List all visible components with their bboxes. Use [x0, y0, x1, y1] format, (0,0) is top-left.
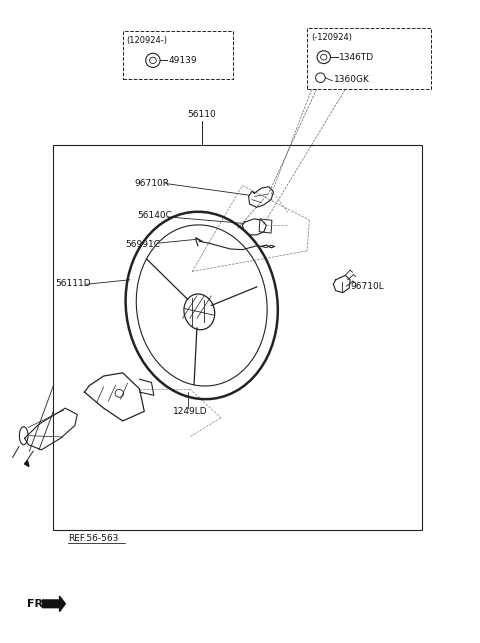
- Polygon shape: [24, 461, 29, 467]
- Bar: [53, 145, 422, 530]
- Text: 1249LD: 1249LD: [173, 407, 208, 416]
- Text: 96710L: 96710L: [350, 282, 384, 291]
- Bar: [259, 219, 272, 233]
- Text: 56110: 56110: [187, 111, 216, 120]
- Text: 56991C: 56991C: [125, 240, 160, 249]
- Bar: [123, 31, 233, 79]
- Text: FR.: FR.: [27, 599, 48, 609]
- Polygon shape: [42, 596, 65, 611]
- Text: 1346TD: 1346TD: [339, 53, 374, 62]
- Text: 96710R: 96710R: [135, 179, 170, 188]
- Bar: [307, 28, 432, 89]
- Text: 56111D: 56111D: [56, 278, 91, 287]
- Text: 49139: 49139: [168, 56, 197, 65]
- Text: 56140C: 56140C: [137, 211, 172, 220]
- Text: REF.56-563: REF.56-563: [68, 534, 118, 543]
- Text: 1360GK: 1360GK: [334, 75, 370, 84]
- Text: (-120924): (-120924): [311, 33, 352, 42]
- Text: (120924-): (120924-): [127, 36, 168, 45]
